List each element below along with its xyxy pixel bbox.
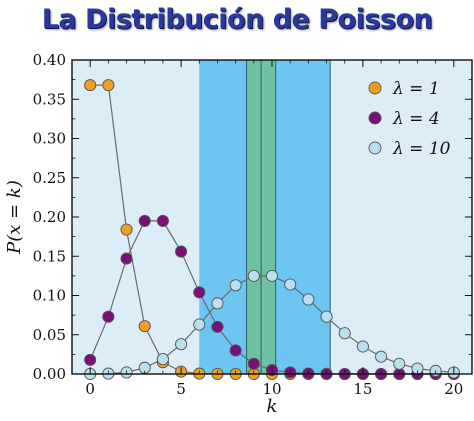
data-point [156, 353, 169, 366]
y-tick-label: 0.25 [33, 169, 66, 187]
data-point [120, 252, 133, 265]
x-tick-label: 20 [444, 380, 463, 398]
y-tick-label: 0.40 [33, 51, 66, 69]
data-point [102, 310, 115, 323]
data-point [211, 297, 224, 310]
data-point [102, 79, 115, 92]
y-tick-label: 0.35 [33, 90, 66, 108]
y-tick-label: 0.10 [33, 287, 66, 305]
data-point [247, 269, 260, 282]
data-point [84, 79, 97, 92]
data-point [338, 327, 351, 340]
x-tick-label: 10 [262, 380, 281, 398]
data-point [229, 344, 242, 357]
x-tick-label: 15 [353, 380, 372, 398]
data-point [193, 286, 206, 299]
y-tick-label: 0.30 [33, 130, 66, 148]
y-tick-label: 0.20 [33, 208, 66, 226]
legend-marker [368, 111, 382, 125]
legend-label: λ = 10 [392, 139, 451, 159]
y-tick-label: 0.00 [33, 365, 66, 383]
legend-label: λ = 4 [392, 109, 440, 129]
data-point [284, 278, 297, 291]
data-point [247, 357, 260, 370]
data-point [138, 320, 151, 333]
legend-marker [368, 81, 382, 95]
data-point [156, 214, 169, 227]
x-axis-label: k [267, 396, 278, 417]
data-point [84, 353, 97, 366]
data-point [138, 214, 151, 227]
data-point [393, 357, 406, 370]
legend-marker [368, 141, 382, 155]
x-tick-label: 0 [85, 380, 95, 398]
data-point [302, 293, 315, 306]
data-point [211, 320, 224, 333]
data-point [320, 310, 333, 323]
y-tick-label: 0.15 [33, 247, 66, 265]
legend-label: λ = 1 [392, 79, 440, 99]
data-point [356, 340, 369, 353]
data-point [175, 338, 188, 351]
data-point [375, 350, 388, 363]
y-tick-label: 0.05 [33, 326, 66, 344]
chart-title: La Distribución de Poisson [41, 4, 433, 35]
data-point [193, 318, 206, 331]
data-point [265, 269, 279, 282]
x-tick-label: 5 [176, 380, 186, 398]
data-point [229, 279, 242, 292]
y-axis-label: P(x = k) [4, 180, 25, 255]
data-point [175, 245, 188, 258]
data-point [120, 223, 133, 236]
